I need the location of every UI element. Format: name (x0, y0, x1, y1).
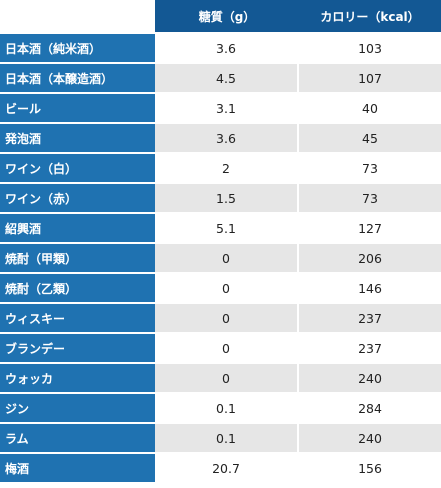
row-name-cell: ワイン（白） (0, 154, 155, 184)
table-body: 日本酒（純米酒） 3.6 103 日本酒（本醸造酒） 4.5 107 ビール 3.1 40 発泡酒… (0, 34, 441, 482)
row-calorie-cell: 240 (299, 364, 441, 394)
header-calories: カロリー（kcal） (299, 0, 441, 34)
row-sugar-cell: 0 (155, 364, 299, 394)
row-sugar-cell: 0 (155, 304, 299, 334)
row-calorie-cell: 206 (299, 244, 441, 274)
row-name-cell: 発泡酒 (0, 124, 155, 154)
row-calorie-cell: 45 (299, 124, 441, 154)
row-sugar-cell: 0.1 (155, 394, 299, 424)
row-name-cell: 日本酒（本醸造酒） (0, 64, 155, 94)
row-name-cell: 焼酎（乙類） (0, 274, 155, 304)
row-calorie-cell: 284 (299, 394, 441, 424)
row-sugar-cell: 0 (155, 334, 299, 364)
row-name-cell: ブランデー (0, 334, 155, 364)
table-row: 発泡酒 3.6 45 (0, 124, 441, 154)
table-row: ウォッカ 0 240 (0, 364, 441, 394)
header-row: 糖質（g） カロリー（kcal） (0, 0, 441, 34)
row-name-cell: ラム (0, 424, 155, 454)
row-sugar-cell: 1.5 (155, 184, 299, 214)
row-name-cell: ビール (0, 94, 155, 124)
row-sugar-cell: 3.1 (155, 94, 299, 124)
row-name-cell: 紹興酒 (0, 214, 155, 244)
row-calorie-cell: 237 (299, 334, 441, 364)
table-row: 梅酒 20.7 156 (0, 454, 441, 482)
row-name-cell: ウィスキー (0, 304, 155, 334)
table-header: 糖質（g） カロリー（kcal） (0, 0, 441, 34)
table-row: 日本酒（純米酒） 3.6 103 (0, 34, 441, 64)
row-sugar-cell: 0.1 (155, 424, 299, 454)
row-sugar-cell: 3.6 (155, 34, 299, 64)
row-sugar-cell: 2 (155, 154, 299, 184)
row-name-cell: ジン (0, 394, 155, 424)
row-calorie-cell: 103 (299, 34, 441, 64)
header-sugar: 糖質（g） (155, 0, 299, 34)
row-sugar-cell: 3.6 (155, 124, 299, 154)
table-row: ブランデー 0 237 (0, 334, 441, 364)
row-calorie-cell: 146 (299, 274, 441, 304)
row-calorie-cell: 240 (299, 424, 441, 454)
row-name-cell: ウォッカ (0, 364, 155, 394)
row-calorie-cell: 127 (299, 214, 441, 244)
row-name-cell: 日本酒（純米酒） (0, 34, 155, 64)
table-row: ジン 0.1 284 (0, 394, 441, 424)
row-name-cell: 焼酎（甲類） (0, 244, 155, 274)
header-corner-cell (0, 0, 155, 34)
row-calorie-cell: 156 (299, 454, 441, 482)
table-row: 日本酒（本醸造酒） 4.5 107 (0, 64, 441, 94)
table-row: ウィスキー 0 237 (0, 304, 441, 334)
row-calorie-cell: 107 (299, 64, 441, 94)
row-name-cell: 梅酒 (0, 454, 155, 482)
row-calorie-cell: 237 (299, 304, 441, 334)
table-row: 紹興酒 5.1 127 (0, 214, 441, 244)
row-sugar-cell: 0 (155, 244, 299, 274)
table-row: ワイン（赤） 1.5 73 (0, 184, 441, 214)
row-name-cell: ワイン（赤） (0, 184, 155, 214)
table-row: ビール 3.1 40 (0, 94, 441, 124)
row-sugar-cell: 4.5 (155, 64, 299, 94)
table-row: ワイン（白） 2 73 (0, 154, 441, 184)
row-calorie-cell: 73 (299, 184, 441, 214)
row-sugar-cell: 5.1 (155, 214, 299, 244)
table-row: ラム 0.1 240 (0, 424, 441, 454)
row-calorie-cell: 73 (299, 154, 441, 184)
row-calorie-cell: 40 (299, 94, 441, 124)
row-sugar-cell: 20.7 (155, 454, 299, 482)
table-row: 焼酎（乙類） 0 146 (0, 274, 441, 304)
table-row: 焼酎（甲類） 0 206 (0, 244, 441, 274)
row-sugar-cell: 0 (155, 274, 299, 304)
